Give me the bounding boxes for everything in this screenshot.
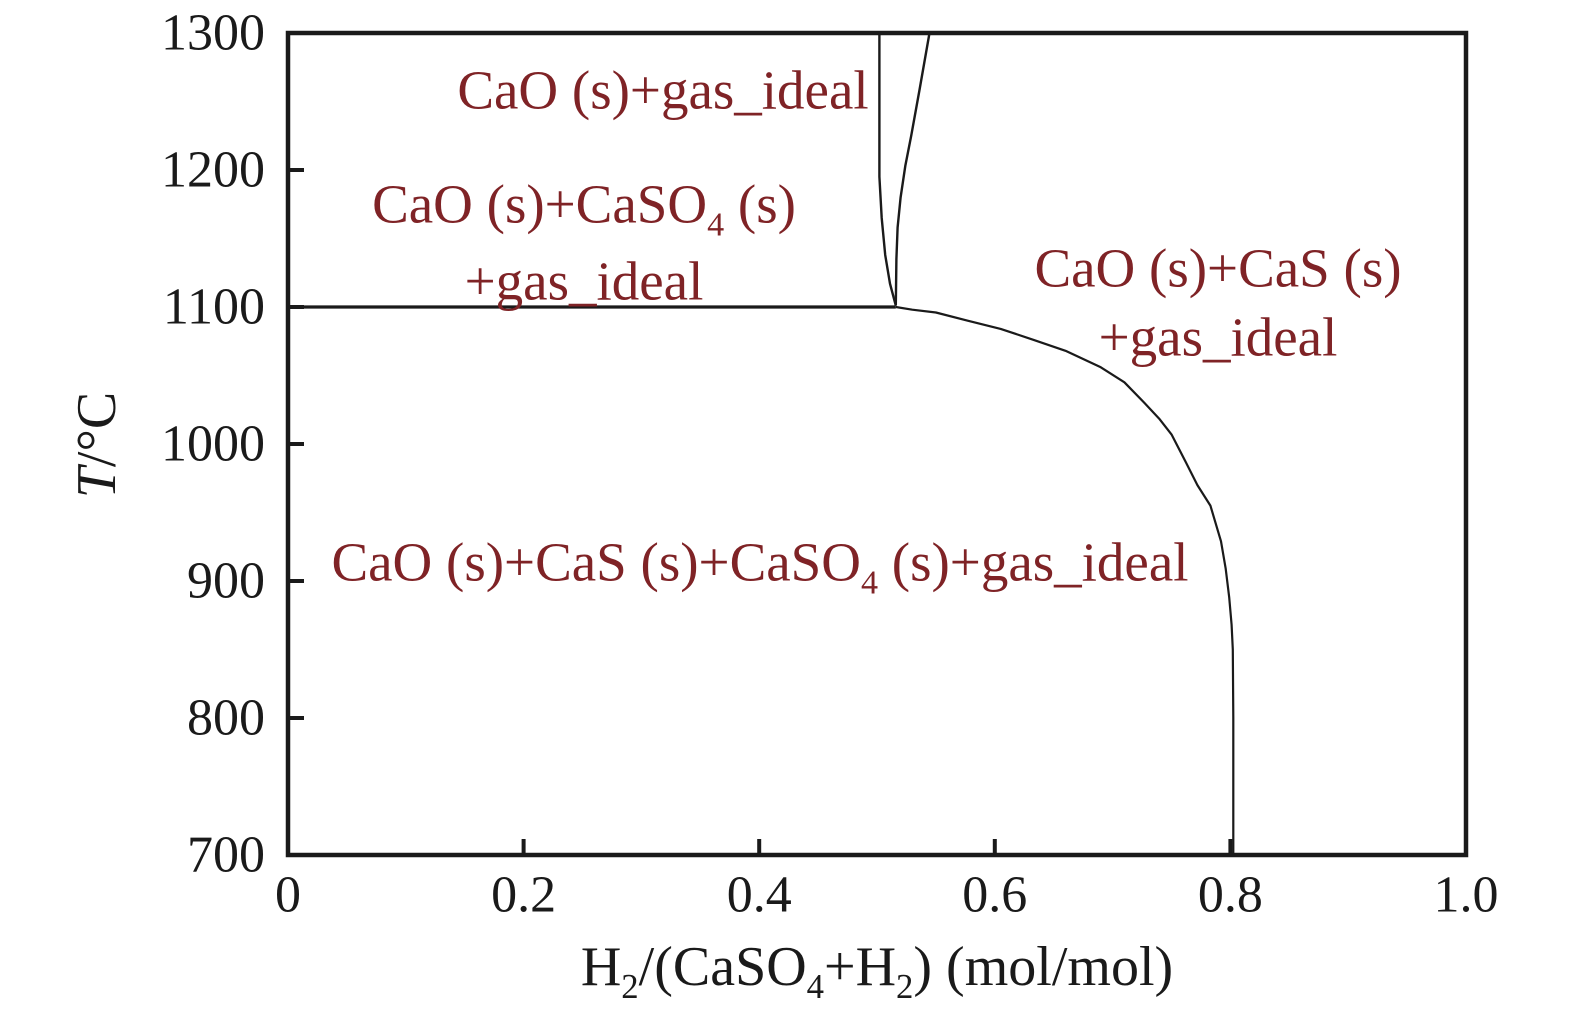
label-text: /(CaSO <box>638 935 807 998</box>
y-tick-label-1300: 1300 <box>161 4 265 62</box>
label-text: 4 <box>860 564 879 602</box>
boundary-wedge-right-boundary <box>894 32 931 306</box>
label-text: 2 <box>621 967 639 1007</box>
region-label-cao-cas-caso4-gas: CaO (s)+CaS (s)+CaSO4 (s)+gas_ideal <box>331 529 1188 606</box>
x-tick-label-0: 0 <box>275 866 301 924</box>
label-text: CaO (s)+gas_ideal <box>457 59 869 121</box>
region-label-cao-caso4-gas: CaO (s)+CaSO4 (s) +gas_ideal <box>372 170 796 315</box>
plot-border <box>285 30 1469 858</box>
label-text: CaO (s)+CaS (s)+CaSO <box>331 531 861 593</box>
boundary-wedge-left-boundary <box>878 33 897 306</box>
x-tick-label-0.6: 0.6 <box>962 866 1028 924</box>
x-axis-title: H2/(CaSO4+H2) (mol/mol) <box>581 935 1173 1007</box>
label-text: /°C <box>66 391 128 468</box>
x-tick-label-0.2: 0.2 <box>491 866 557 924</box>
label-text: 4 <box>707 206 725 244</box>
region-label-cao-cas-gas: CaO (s)+CaS (s) +gas_ideal <box>1034 234 1401 372</box>
label-text: H <box>580 935 622 998</box>
label-text: (s) <box>724 173 796 235</box>
label-text: CaO (s)+CaS (s) <box>1034 237 1402 299</box>
x-tick-label-1.0: 1.0 <box>1433 866 1499 924</box>
x-tick-label-0.4: 0.4 <box>726 866 792 924</box>
label-text: ) (mol/mol) <box>913 935 1174 998</box>
region-label-cao-gas: CaO (s)+gas_ideal <box>457 57 868 126</box>
boundary-caso4-cas-phase-boundary <box>895 305 1235 855</box>
label-text: +gas_ideal <box>464 249 704 311</box>
label-text: 2 <box>896 967 914 1007</box>
y-tick-label-1200: 1200 <box>161 141 265 199</box>
y-tick-label-1100: 1100 <box>162 278 265 336</box>
label-text: T <box>66 467 128 499</box>
label-text: (s)+gas_ideal <box>878 531 1189 593</box>
label-text: +gas_ideal <box>1098 306 1338 367</box>
y-tick-label-700: 700 <box>187 826 265 884</box>
label-text: +H <box>824 935 897 998</box>
y-tick-label-1000: 1000 <box>161 415 265 473</box>
y-tick-label-800: 800 <box>187 689 265 747</box>
y-tick-label-900: 900 <box>187 552 265 610</box>
x-tick-label-0.8: 0.8 <box>1197 866 1263 924</box>
label-text: CaO (s)+CaSO <box>372 173 708 235</box>
y-axis-title: T/°C <box>65 392 129 498</box>
label-text: 4 <box>806 967 825 1007</box>
